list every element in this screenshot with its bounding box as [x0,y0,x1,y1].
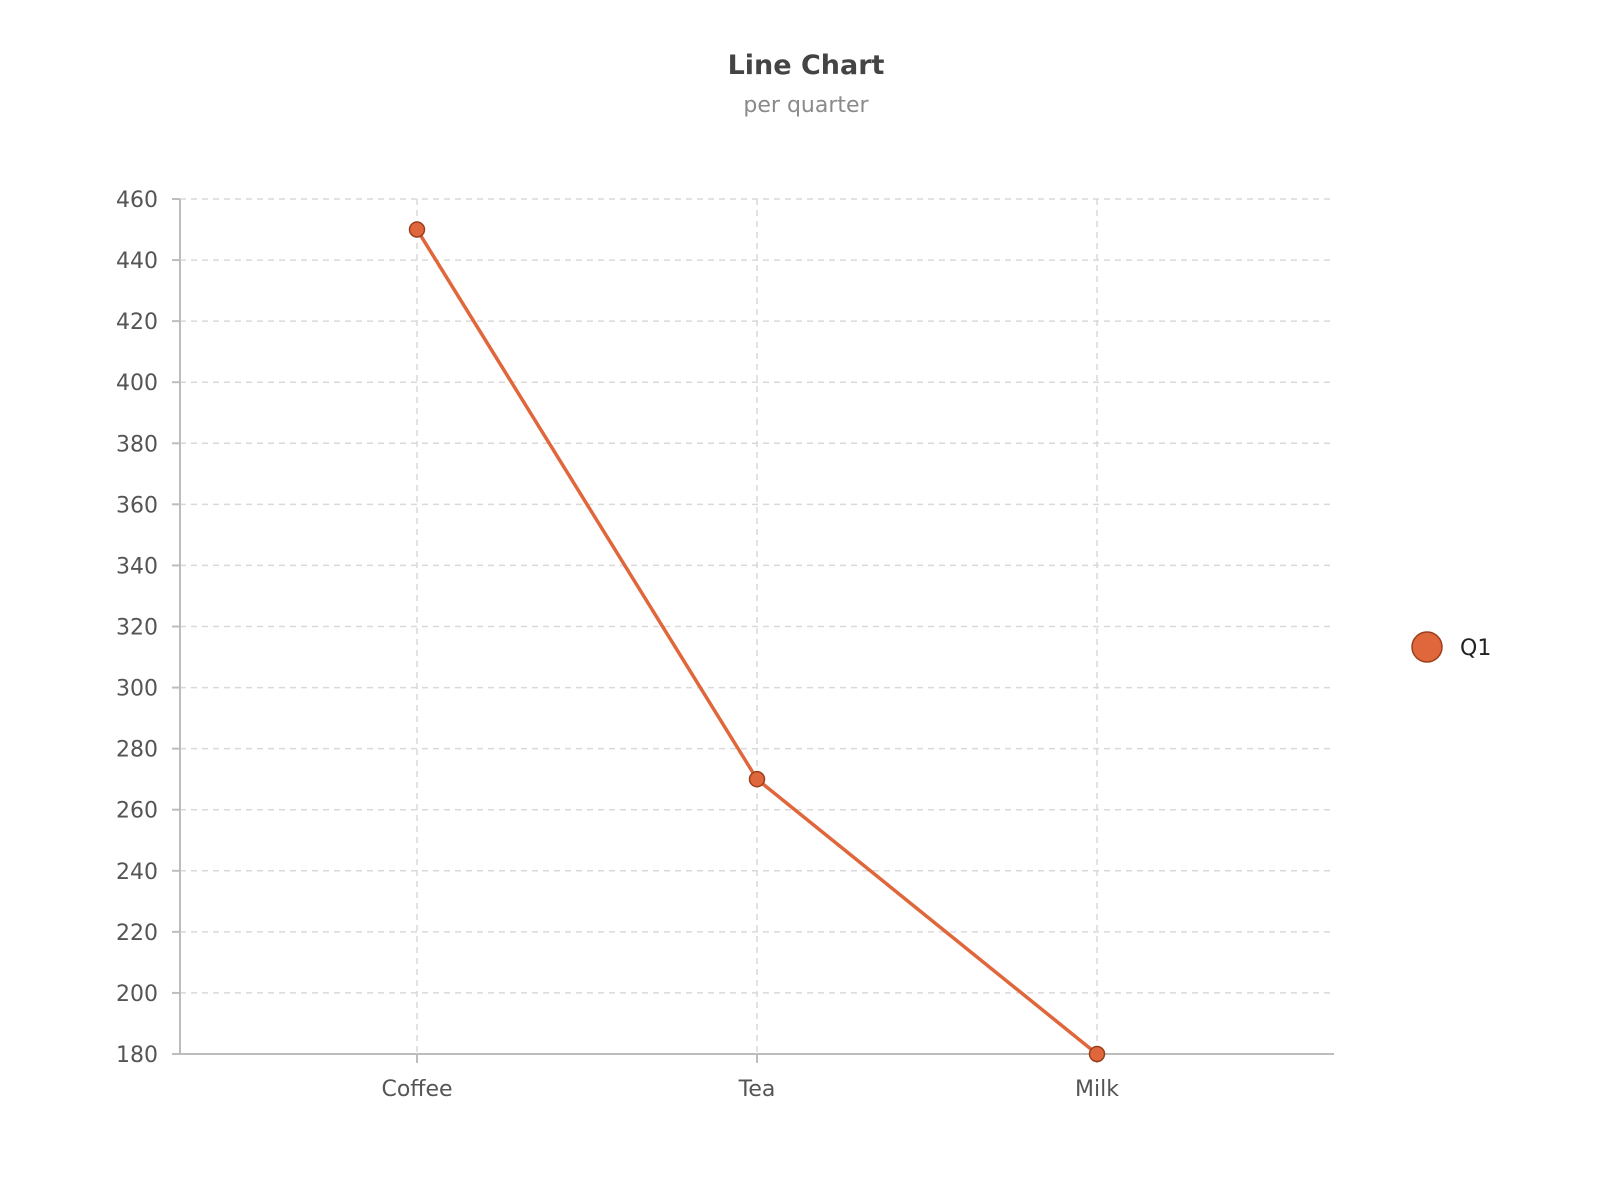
legend-item[interactable]: Q1 [1411,631,1491,663]
y-tick-label: 220 [116,921,158,946]
x-tick-label: Coffee [381,1077,452,1102]
y-tick-label: 300 [116,677,158,702]
y-tick-label: 260 [116,799,158,824]
data-point[interactable] [408,221,426,238]
legend[interactable]: Q1 [1411,631,1491,663]
legend-label: Q1 [1460,636,1491,661]
y-tick-label: 240 [116,860,158,885]
y-tick-label: 180 [116,1043,158,1068]
chart-subtitle: per quarter [743,93,869,118]
y-tick-label: 420 [116,310,158,335]
y-tick-label: 440 [116,249,158,274]
y-tick-label: 380 [116,432,158,457]
data-point[interactable] [1088,1045,1106,1063]
chart-title: Line Chart [728,50,885,81]
series-layer [408,221,1106,1063]
y-tick-label: 320 [116,616,158,641]
y-tick-label: 460 [116,188,158,213]
x-tick-label: Milk [1075,1077,1119,1102]
data-point[interactable] [748,770,766,788]
y-tick-label: 200 [116,982,158,1007]
y-tick-label: 400 [116,371,158,396]
y-tick-label: 340 [116,554,158,579]
axes: 180 200 220 240 260 280 300 320 340 360 380 400 420 4… [116,188,1334,1102]
y-tick-label: 280 [116,738,158,763]
legend-marker [1411,631,1443,663]
grid [180,198,1334,1054]
y-tick-label: 360 [116,493,158,518]
x-tick-label: Tea [738,1077,776,1102]
